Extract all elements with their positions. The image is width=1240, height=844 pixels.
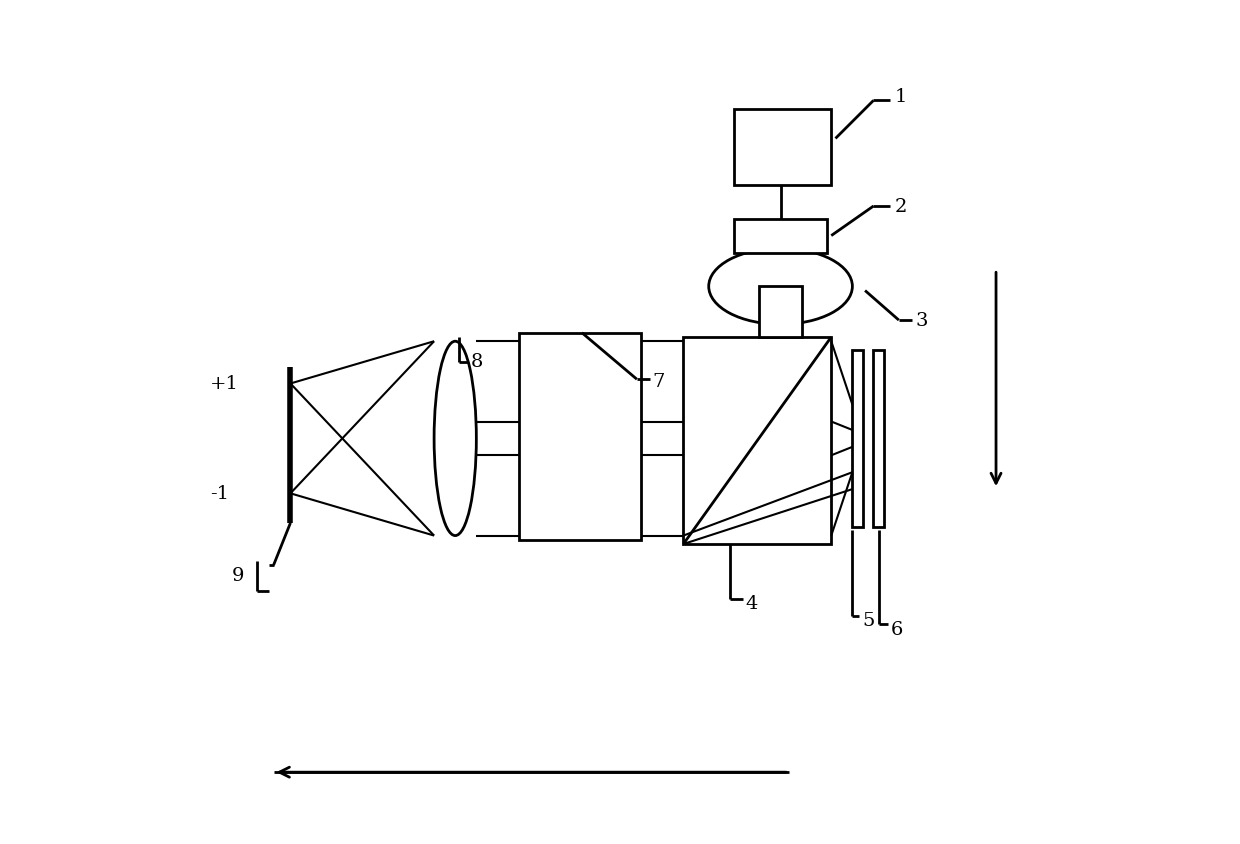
Text: 2: 2 <box>894 197 906 216</box>
Text: 5: 5 <box>863 611 875 630</box>
Text: 8: 8 <box>470 352 482 371</box>
Ellipse shape <box>709 249 852 325</box>
Bar <box>852 350 863 528</box>
Bar <box>734 110 831 186</box>
Text: 7: 7 <box>652 372 665 391</box>
Text: 1: 1 <box>894 88 906 106</box>
Text: 9: 9 <box>232 566 244 585</box>
Text: 4: 4 <box>745 594 758 613</box>
Text: 6: 6 <box>890 619 903 638</box>
Text: +1: +1 <box>210 375 239 393</box>
Bar <box>518 333 641 540</box>
Text: -1: -1 <box>210 484 229 503</box>
Text: 3: 3 <box>916 311 929 330</box>
Bar <box>759 287 802 338</box>
Bar <box>683 338 831 544</box>
Bar <box>734 219 827 253</box>
Ellipse shape <box>434 342 476 536</box>
Bar <box>873 350 884 528</box>
